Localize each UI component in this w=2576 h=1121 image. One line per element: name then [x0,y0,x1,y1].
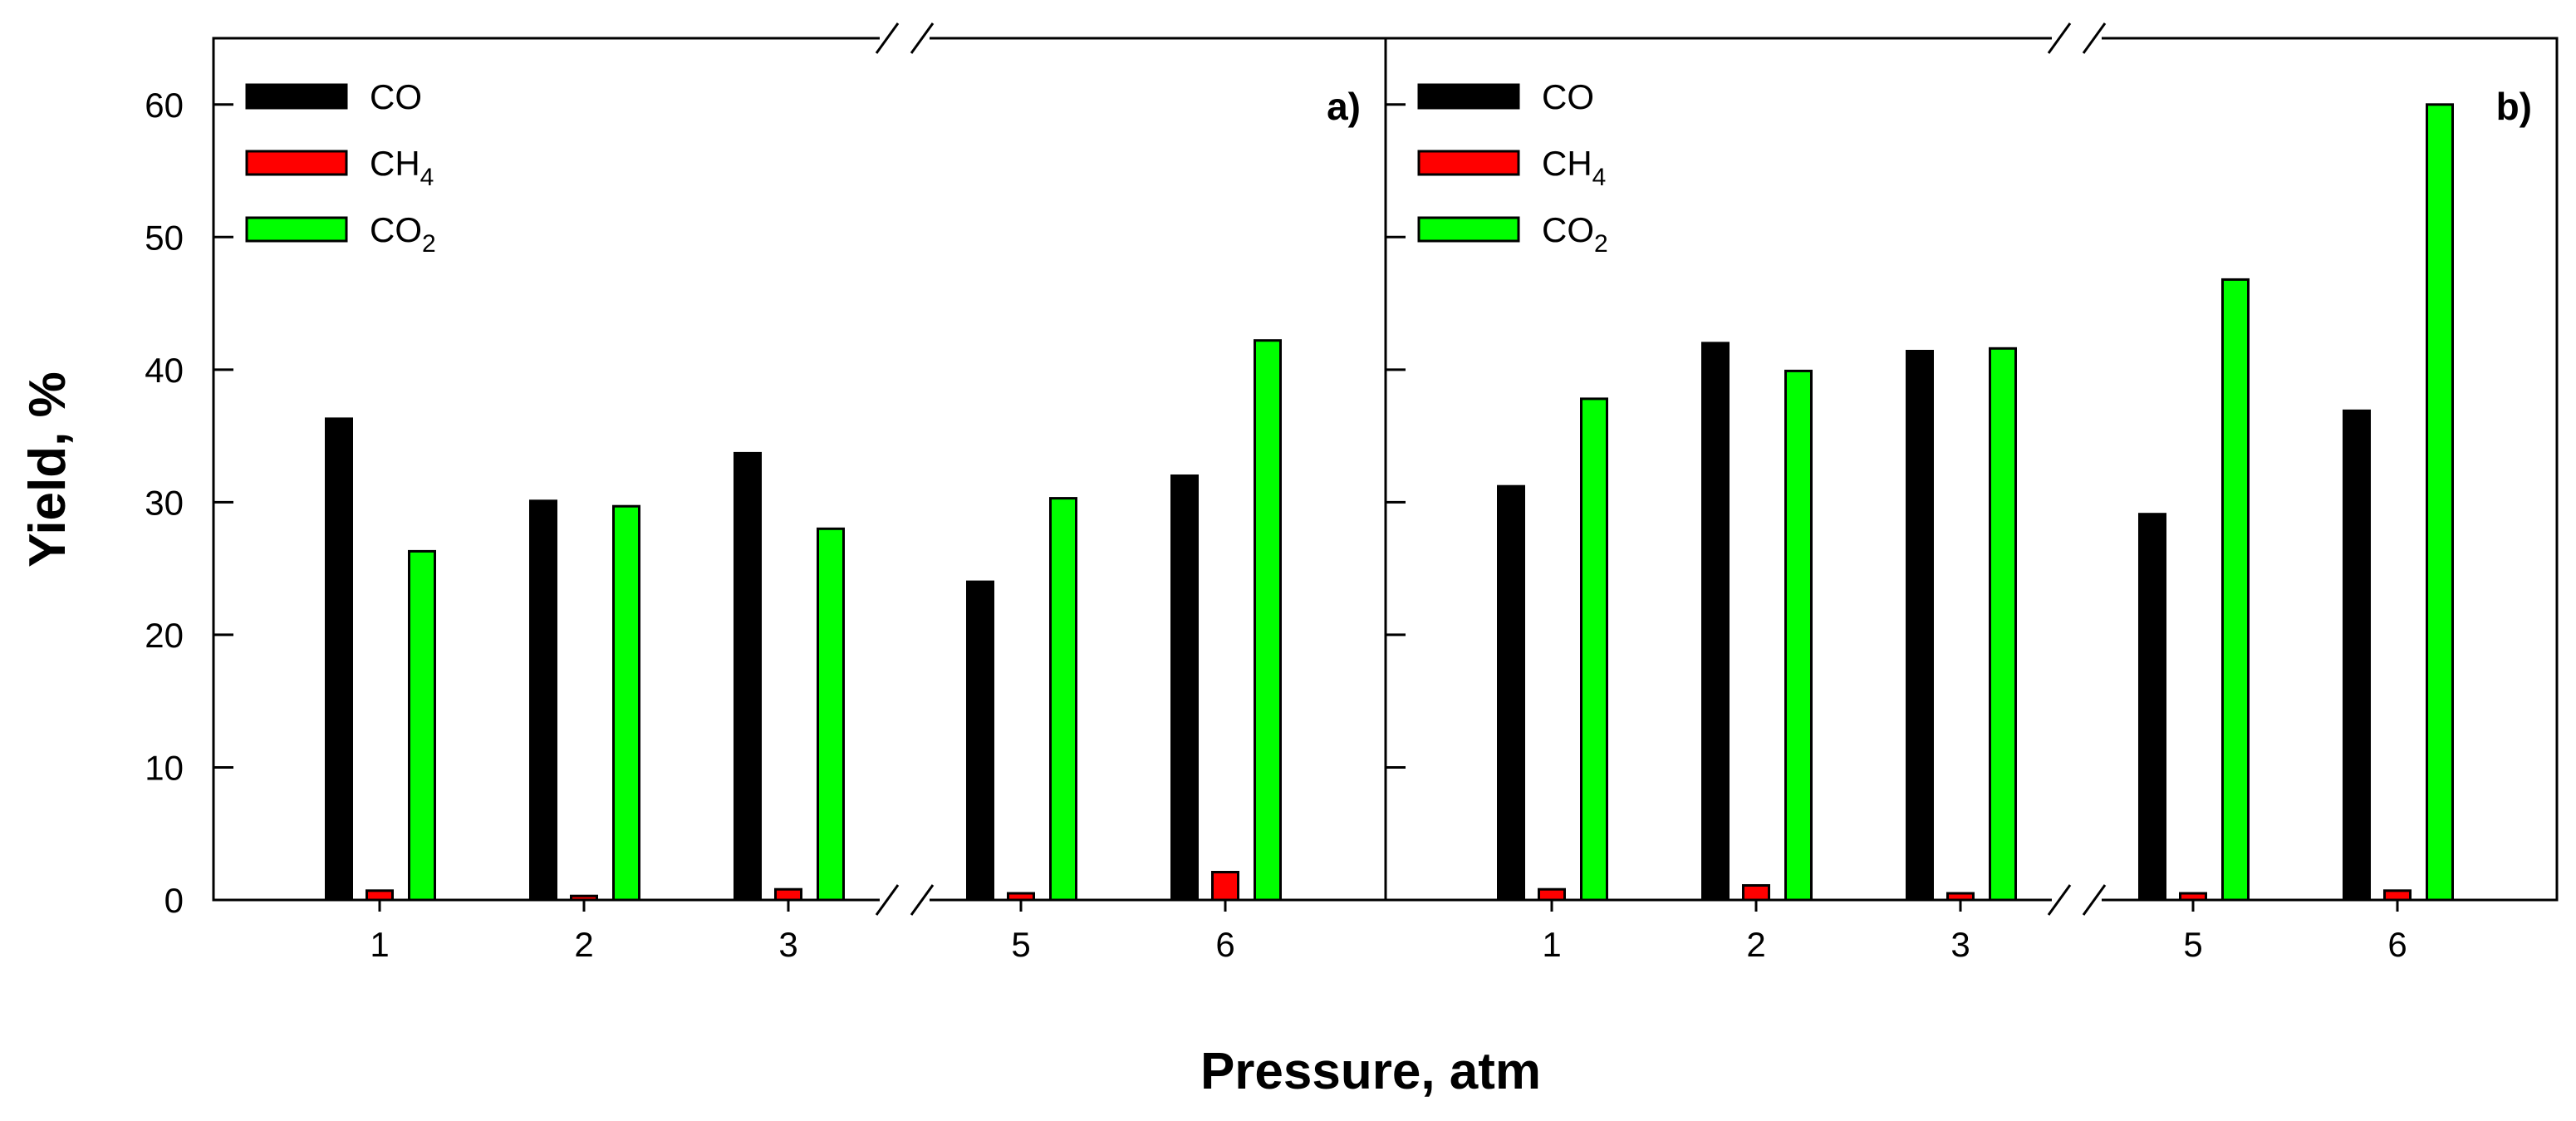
bar-ch4-3 [774,887,802,902]
axis-break-mark [910,884,935,916]
chart-panel-b: 1 2 3 5 6 CO CH4 CO2 b) [1384,22,2559,964]
legend-swatch-co2 [245,216,348,243]
y-tick-label: 30 [145,483,184,522]
bar-co-6 [1170,474,1199,902]
bar-co2-5 [2221,278,2250,902]
x-axis-title: Pressure, atm [1200,1043,1541,1100]
bar-co-2 [1701,342,1730,902]
bar-co2-2 [1784,369,1813,902]
axis-break-mark [2082,884,2107,916]
bar-co-1 [1497,484,1525,902]
axis-break-mark [910,22,935,54]
bar-co-3 [1906,350,1934,902]
bar-ch4-6 [1211,871,1239,902]
bar-ch4-1 [366,889,394,902]
axis-break-gap [2052,34,2102,42]
bar-co2-2 [612,504,640,902]
legend-swatch-co [245,83,348,110]
legend-swatch-co [1417,83,1520,110]
bar-co-5 [966,580,994,902]
y-tick-label: 60 [145,86,184,125]
bar-co2-6 [2426,103,2454,902]
bar-ch4-1 [1538,887,1566,902]
legend-swatch-co2 [1417,216,1520,243]
panel-label-b: b) [2496,85,2532,128]
bar-co-3 [734,451,762,902]
bar-ch4-2 [1742,884,1770,902]
x-tick-label: 5 [1011,925,1030,964]
bar-ch4-6 [2383,889,2412,902]
axis-break-mark [2047,884,2072,916]
bar-co-2 [529,499,557,902]
y-axis-title: Yield, % [19,371,76,567]
legend-label-ch4: CH4 [1542,144,1606,191]
x-tick-label: 2 [1746,925,1765,964]
y-tick-label: 0 [164,881,184,920]
x-tick-label: 1 [370,925,389,964]
bar-co-6 [2343,409,2371,902]
legend-subscript: 2 [1594,230,1608,258]
x-tick-label: 5 [2183,925,2202,964]
legend-label-co2: CO2 [1542,210,1608,258]
axis-break-mark [875,884,900,916]
plot-frame [1384,37,2559,902]
bar-co2-1 [1580,397,1608,902]
x-tick-label: 6 [2387,925,2407,964]
legend-label-co2: CO2 [370,210,436,258]
legend-swatch-ch4 [1417,150,1520,176]
x-tick-label: 3 [778,925,797,964]
axis-break-mark [875,22,900,54]
x-tick-label: 3 [1950,925,1970,964]
axis-break-mark [2082,22,2107,54]
bar-co2-5 [1049,497,1077,902]
bar-co2-1 [408,549,436,902]
x-tick-label: 6 [1215,925,1234,964]
y-tick-label: 50 [145,218,184,257]
y-tick-label: 10 [145,748,184,787]
legend-label-co: CO [370,77,422,116]
axis-break-gap [2052,896,2102,904]
bar-co2-3 [1989,347,2017,902]
bar-co2-6 [1254,339,1282,902]
axis-break-gap [880,896,930,904]
axis-break-gap [880,34,930,42]
x-tick-label: 1 [1542,925,1561,964]
legend-label-co: CO [1542,77,1594,116]
legend-swatch-ch4 [245,150,348,176]
legend-subscript: 4 [420,164,434,191]
axis-break-mark [2047,22,2072,54]
legend-subscript: 4 [1592,164,1607,191]
y-tick-label: 20 [145,616,184,655]
y-tick-label: 40 [145,351,184,390]
bar-co2-3 [817,527,845,902]
bar-co-5 [2138,513,2166,902]
legend-label-ch4: CH4 [370,144,434,191]
bar-co-1 [325,417,353,902]
panel-label-a: a) [1327,85,1361,128]
x-tick-label: 2 [574,925,593,964]
legend-subscript: 2 [422,230,436,258]
